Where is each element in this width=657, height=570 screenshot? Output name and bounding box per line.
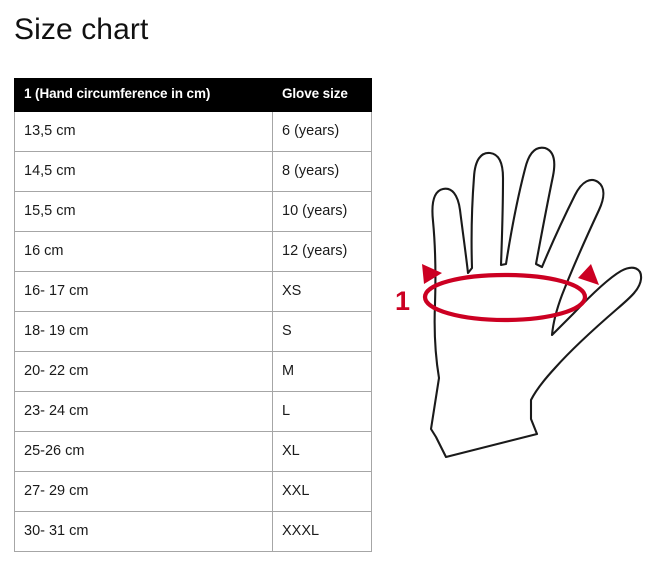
table-row: 16- 17 cm XS	[14, 270, 372, 312]
glove-illustration: 1	[395, 92, 650, 482]
table-row: 20- 22 cm M	[14, 350, 372, 392]
table-row: 13,5 cm 6 (years)	[14, 110, 372, 152]
size-chart-table: 1 (Hand circumference in cm) Glove size …	[14, 78, 372, 552]
cell-circumference: 20- 22 cm	[14, 350, 273, 392]
cell-circumference: 14,5 cm	[14, 150, 273, 192]
cell-glove-size: L	[272, 390, 372, 432]
cell-circumference: 30- 31 cm	[14, 510, 273, 552]
table-header: 1 (Hand circumference in cm) Glove size	[14, 78, 372, 112]
measurement-arc-back-icon	[422, 272, 588, 300]
cell-glove-size: XL	[272, 430, 372, 472]
cell-circumference: 16 cm	[14, 230, 273, 272]
column-header-glove-size: Glove size	[272, 78, 372, 112]
cell-glove-size: 6 (years)	[272, 110, 372, 152]
table-row: 25-26 cm XL	[14, 430, 372, 472]
cell-glove-size: 8 (years)	[272, 150, 372, 192]
measurement-arrowhead-right-icon	[578, 264, 599, 285]
cell-circumference: 27- 29 cm	[14, 470, 273, 512]
glove-outline-icon	[429, 146, 643, 459]
size-chart-table-container: 1 (Hand circumference in cm) Glove size …	[14, 78, 372, 552]
cell-glove-size: 12 (years)	[272, 230, 372, 272]
table-row: 16 cm 12 (years)	[14, 230, 372, 272]
table-row: 18- 19 cm S	[14, 310, 372, 352]
page-title: Size chart	[14, 13, 149, 46]
cell-circumference: 18- 19 cm	[14, 310, 273, 352]
table-row: 27- 29 cm XXL	[14, 470, 372, 512]
measurement-arc-front-icon	[422, 294, 588, 323]
cell-glove-size: S	[272, 310, 372, 352]
cell-circumference: 23- 24 cm	[14, 390, 273, 432]
table-header-row: 1 (Hand circumference in cm) Glove size	[14, 78, 372, 112]
table-row: 14,5 cm 8 (years)	[14, 150, 372, 192]
column-header-circumference: 1 (Hand circumference in cm)	[14, 78, 273, 112]
table-body: 13,5 cm 6 (years) 14,5 cm 8 (years) 15,5…	[14, 110, 372, 552]
cell-glove-size: 10 (years)	[272, 190, 372, 232]
cell-circumference: 25-26 cm	[14, 430, 273, 472]
measurement-arrowhead-left-icon	[422, 264, 442, 284]
measurement-label: 1	[395, 286, 410, 316]
table-row: 30- 31 cm XXXL	[14, 510, 372, 552]
table-row: 23- 24 cm L	[14, 390, 372, 432]
cell-circumference: 15,5 cm	[14, 190, 273, 232]
cell-glove-size: XXXL	[272, 510, 372, 552]
cell-glove-size: XS	[272, 270, 372, 312]
cell-glove-size: XXL	[272, 470, 372, 512]
table-row: 15,5 cm 10 (years)	[14, 190, 372, 232]
cell-circumference: 16- 17 cm	[14, 270, 273, 312]
cell-circumference: 13,5 cm	[14, 110, 273, 152]
cell-glove-size: M	[272, 350, 372, 392]
